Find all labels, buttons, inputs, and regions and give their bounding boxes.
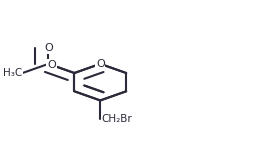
Text: O: O: [47, 60, 56, 70]
Text: O: O: [96, 59, 105, 69]
Text: O: O: [44, 43, 53, 53]
Text: CH₂Br: CH₂Br: [102, 114, 132, 124]
Text: H₃C: H₃C: [3, 68, 23, 78]
